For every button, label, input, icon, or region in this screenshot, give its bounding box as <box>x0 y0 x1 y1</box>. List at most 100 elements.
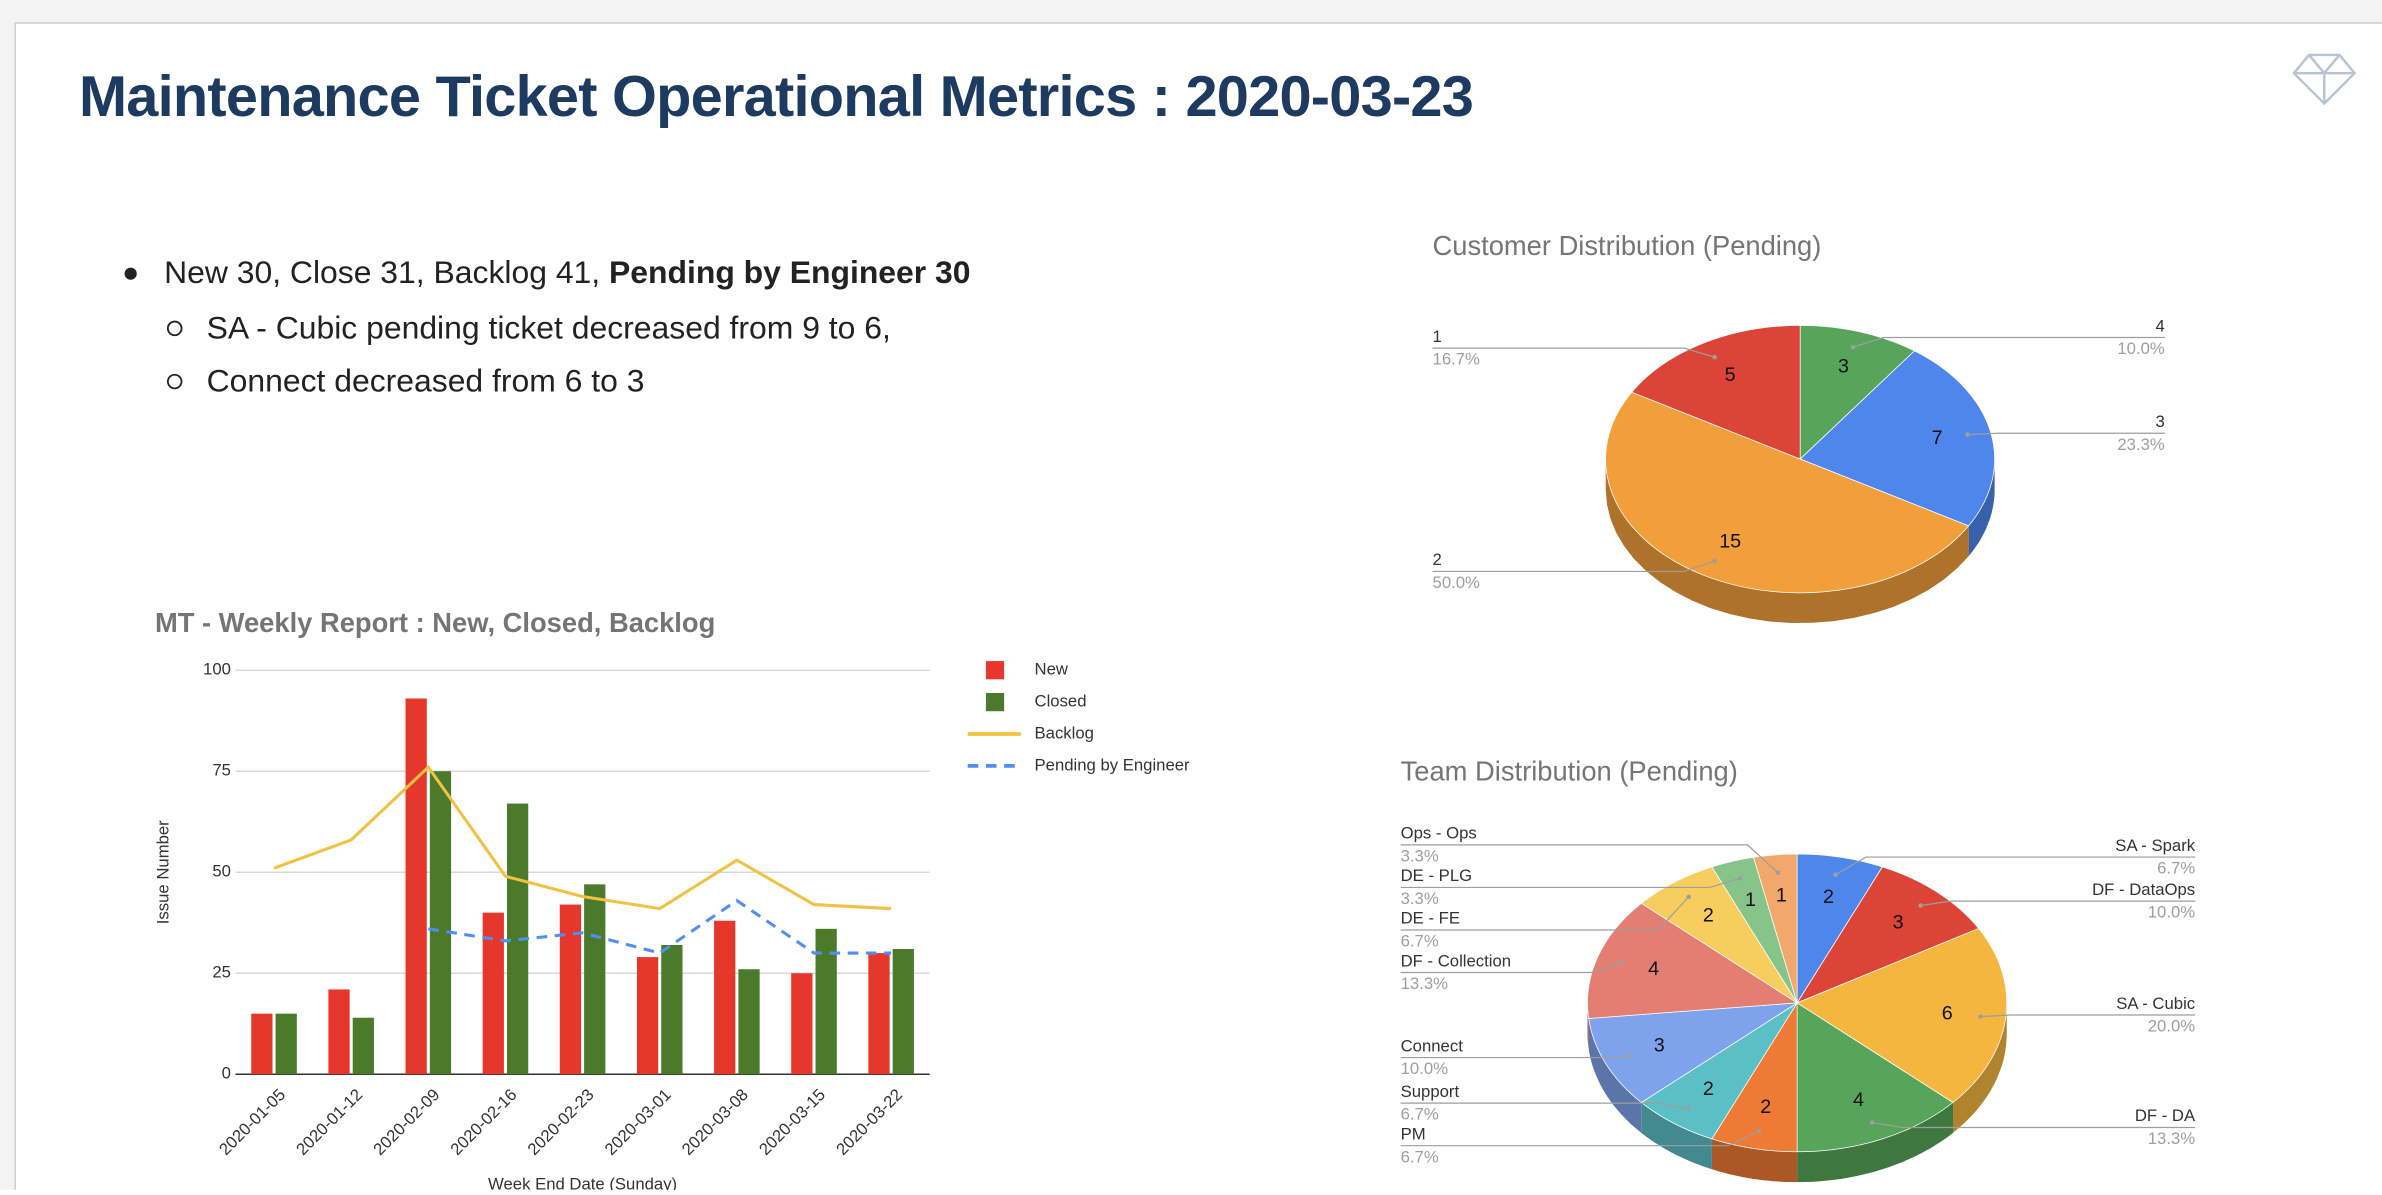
chart-title: Team Distribution (Pending) <box>1401 756 1738 787</box>
leader-line <box>1920 900 2196 907</box>
pie-percent-label: 10.0% <box>2117 339 2165 358</box>
pie-slice <box>1753 853 1798 1003</box>
y-tick-label: 25 <box>212 963 231 982</box>
leader-dot <box>1850 344 1856 350</box>
pie-value-label: 2 <box>1703 1078 1714 1100</box>
pie-slice-side <box>1797 1102 1953 1183</box>
y-axis-label: Issue Number <box>153 820 172 924</box>
leader-line <box>1400 1102 1689 1110</box>
pie-value-label: 2 <box>1823 886 1834 908</box>
y-tick-label: 100 <box>203 660 231 679</box>
bar <box>584 884 606 1075</box>
pie-percent-label: 3.3% <box>1401 889 1439 908</box>
bar <box>405 698 427 1075</box>
bar <box>714 920 736 1075</box>
pie-percent-label: 6.7% <box>1401 932 1439 951</box>
leader-dot <box>1737 876 1743 881</box>
leader-line <box>1852 336 2165 348</box>
pie-value-label: 2 <box>1703 904 1714 926</box>
sub-bullet-dot <box>166 373 183 390</box>
pie-value-label: 1 <box>1776 885 1787 907</box>
pie-value-label: 4 <box>1648 958 1659 980</box>
leader-dot <box>1775 870 1781 875</box>
pie-category-label: PM <box>1401 1124 1426 1143</box>
leader-dot <box>1965 432 1970 437</box>
pie-slice <box>1631 324 1801 460</box>
bar <box>275 1013 297 1075</box>
bullet-text: New 30, Close 31, Backlog 41, Pending by… <box>164 255 970 291</box>
pie-slice-side <box>1952 1002 2007 1133</box>
pie-category-label: DE - FE <box>1401 909 1460 928</box>
leader-dot <box>1619 960 1624 965</box>
sub-bullet-text: SA - Cubic pending ticket decreased from… <box>207 309 891 345</box>
logo-icon <box>2292 53 2357 106</box>
pie-percent-label: 10.0% <box>2148 903 2196 922</box>
legend-swatch <box>985 661 1005 680</box>
pie-category-label: 4 <box>2155 316 2164 335</box>
chart-title: MT - Weekly Report : New, Closed, Backlo… <box>155 607 715 638</box>
leader-line <box>1432 347 1715 358</box>
pie-percent-label: 20.0% <box>2148 1017 2196 1036</box>
leader-line <box>1400 1055 1629 1059</box>
leader-dot <box>1712 354 1717 360</box>
bar <box>352 1017 374 1075</box>
bar <box>868 953 890 1075</box>
y-tick-label: 0 <box>222 1064 231 1083</box>
bar <box>892 949 914 1075</box>
line-series <box>273 764 892 911</box>
pie-category-label: 2 <box>1433 550 1442 569</box>
pie-category-label: Connect <box>1401 1036 1464 1055</box>
leader-dot <box>1978 1014 1983 1019</box>
legend-label: Pending by Engineer <box>1035 755 1191 774</box>
pie-value-label: 7 <box>1932 427 1943 449</box>
legend-label: Closed <box>1035 692 1087 711</box>
pie-percent-label: 16.7% <box>1433 350 1481 369</box>
pie-category-label: Support <box>1401 1082 1460 1101</box>
leader-line <box>1967 432 2165 436</box>
pie-value-label: 6 <box>1942 1002 1953 1024</box>
bar <box>429 771 452 1075</box>
chart-title: Customer Distribution (Pending) <box>1433 230 1822 261</box>
pie-slice-side <box>1711 1138 1798 1183</box>
pie-percent-label: 6.7% <box>2157 859 2195 878</box>
leader-line <box>1400 961 1622 974</box>
bar <box>738 969 760 1075</box>
pie-slice <box>1588 1002 1798 1103</box>
pie-percent-label: 13.3% <box>1401 974 1449 993</box>
pie-percent-label: 50.0% <box>1433 573 1481 592</box>
pie-category-label: 1 <box>1433 327 1442 346</box>
bar <box>482 912 504 1075</box>
leader-line <box>1872 1121 2196 1129</box>
pie-slice <box>1799 324 1916 460</box>
line-series <box>428 898 892 955</box>
pie-slice <box>1796 866 1980 1004</box>
leader-dot <box>1712 558 1717 564</box>
pie-category-label: SA - Spark <box>2115 836 2195 855</box>
pie-value-label: 4 <box>1853 1089 1864 1111</box>
slide-title: Maintenance Ticket Operational Metrics :… <box>79 65 1473 129</box>
pie-slice <box>1587 902 1799 1019</box>
bar <box>251 1013 273 1075</box>
bar <box>559 904 582 1075</box>
pie-percent-label: 10.0% <box>1401 1059 1449 1078</box>
pie-value-label: 3 <box>1838 356 1849 378</box>
bar <box>791 973 813 1075</box>
pie-percent-label: 3.3% <box>1401 846 1439 865</box>
pie <box>1604 324 1995 623</box>
leader-dot <box>1626 1053 1631 1059</box>
sub-bullet-text: Connect decreased from 6 to 3 <box>207 363 645 399</box>
pie-percent-label: 13.3% <box>2148 1129 2196 1148</box>
pie-category-label: DF - DataOps <box>2092 880 2195 899</box>
sub-bullet-dot <box>166 320 183 337</box>
leader-line <box>1980 1014 2196 1018</box>
pie-value-label: 15 <box>1719 531 1741 553</box>
pie-category-label: DE - PLG <box>1401 866 1472 885</box>
pie-value-label: 1 <box>1745 889 1756 911</box>
pie-percent-label: 6.7% <box>1401 1147 1439 1166</box>
y-tick-label: 75 <box>212 761 231 780</box>
pie-value-label: 5 <box>1725 364 1736 386</box>
pie-value-label: 3 <box>1893 911 1904 933</box>
leader-line <box>1400 1130 1760 1147</box>
pie-value-label: 3 <box>1654 1035 1665 1057</box>
